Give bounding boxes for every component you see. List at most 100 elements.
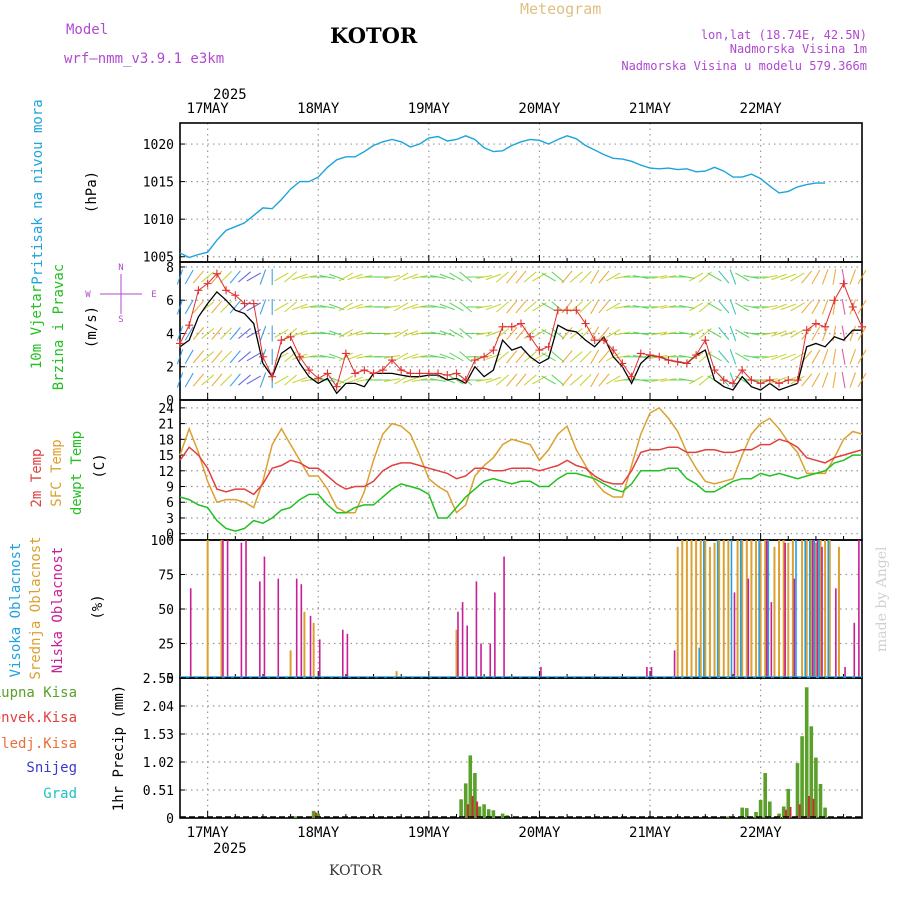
gust-marker <box>682 359 691 368</box>
wind-arrow <box>347 273 363 281</box>
wind-arrow <box>347 303 363 311</box>
precip-total-bar <box>473 773 477 818</box>
wind-arrow <box>347 353 363 361</box>
wind-arrow <box>614 354 631 359</box>
wind-arrow <box>184 326 194 341</box>
wind-arrow <box>496 351 510 363</box>
wind-arrow <box>476 304 493 309</box>
wind-arrow <box>821 299 829 315</box>
wind-arrow <box>220 327 233 340</box>
precip-total-bar <box>311 810 316 818</box>
wind-arrow <box>384 275 400 279</box>
wind-arrow <box>761 275 778 279</box>
wind-arrow <box>220 270 233 283</box>
y-tick-label: 25 <box>158 638 174 653</box>
precip-legend-label: Konvek.Kisa <box>0 710 77 726</box>
wind-arrow <box>698 374 712 386</box>
year-top: 2025 <box>213 87 247 103</box>
wind-arrow <box>220 350 233 363</box>
wind-arrow <box>801 373 813 387</box>
gust-marker <box>581 319 590 328</box>
wind-arrow <box>292 273 308 281</box>
gust-marker <box>452 369 461 378</box>
wind-arrow <box>229 270 241 284</box>
precip-total-bar <box>486 809 491 818</box>
precip-total-bar <box>786 788 791 818</box>
wind-arrow <box>301 304 317 309</box>
y-tick-label: 15 <box>158 449 174 464</box>
wind-arrow <box>660 378 677 382</box>
wind-arrow <box>743 304 760 309</box>
wind-arrow <box>506 270 518 284</box>
temp-unit: (C) <box>92 453 108 478</box>
precip-total-bar <box>477 806 482 818</box>
y-tick-label: 6 <box>166 294 174 309</box>
wind-arrow <box>771 273 787 281</box>
precip-total-bar <box>316 813 320 818</box>
wind-arrow <box>688 375 704 385</box>
panels: 17MAY 17MAY 18MAY 18MAY 19MAY 19MAY 20MAY 20MAY… <box>0 99 867 841</box>
cloud-title-low: Niska Oblacnost <box>50 547 66 673</box>
gust-marker <box>728 379 737 388</box>
wind-arrow <box>688 302 704 312</box>
wind-arrow <box>485 303 502 311</box>
wind-arrow <box>274 302 289 312</box>
gust-marker <box>415 369 424 378</box>
wind-arrow <box>476 378 493 382</box>
wind-arrow <box>506 350 518 364</box>
gust-marker <box>636 349 645 358</box>
wind-arrow <box>449 329 464 338</box>
precip-total-bar <box>491 810 496 818</box>
gust-marker <box>498 322 507 331</box>
gust-marker <box>710 366 719 375</box>
precip-conv-bar <box>314 812 317 818</box>
wind-arrow <box>541 375 556 385</box>
gust-marker <box>535 346 544 355</box>
wind-arrow <box>201 351 215 363</box>
precip-unit: 1hr Precip (mm) <box>111 685 127 811</box>
wind-arrow <box>801 300 813 314</box>
wind-arrow <box>515 373 527 387</box>
day-label-bottom: 21MAY <box>629 825 672 841</box>
day-label-bottom: 22MAY <box>740 825 783 841</box>
gust-marker <box>765 376 774 385</box>
gust-marker <box>646 351 655 360</box>
precip-conv-bar <box>798 804 801 818</box>
wind-arrow <box>192 373 205 387</box>
wind-arrow <box>735 329 750 338</box>
wind-arrow <box>832 269 837 285</box>
wind-arrow <box>176 299 184 315</box>
wind-arrow <box>229 373 241 387</box>
y-tick-label: 2.55 <box>143 672 174 687</box>
wind-arrow <box>176 372 184 388</box>
wind-arrow <box>459 327 473 340</box>
wind-arrow <box>698 301 712 313</box>
gust-marker <box>406 369 415 378</box>
wind-arrow <box>292 376 308 384</box>
wind-arrow <box>605 329 621 338</box>
wind-arrow <box>541 302 556 312</box>
pressure-line <box>179 135 826 259</box>
wind-arrow <box>449 272 464 282</box>
y-tick-label: 1.53 <box>143 728 174 743</box>
gust-marker <box>793 376 802 385</box>
y-tick-label: 1015 <box>143 176 174 191</box>
wind-arrow <box>229 327 241 340</box>
wind-arrow <box>329 273 345 281</box>
cloud-title-mid: Srednja Oblacnost <box>28 536 44 679</box>
temp-sfc-line <box>179 406 863 514</box>
wind-arrow <box>506 300 518 314</box>
wind-arrow <box>292 330 308 337</box>
wind-arrow <box>688 329 704 338</box>
wind-arrow <box>184 372 194 388</box>
wind-arrow <box>338 329 354 338</box>
wind-arrow <box>459 271 473 283</box>
compass-s: S <box>118 315 123 325</box>
wind-arrow <box>394 375 409 385</box>
wind-arrow <box>496 374 510 386</box>
pressure-unit: (hPa) <box>84 171 100 213</box>
precip-total-bar <box>804 687 809 818</box>
wind-arrow <box>729 299 737 315</box>
wind-arrow <box>201 327 215 340</box>
wind-arrow <box>605 375 621 385</box>
